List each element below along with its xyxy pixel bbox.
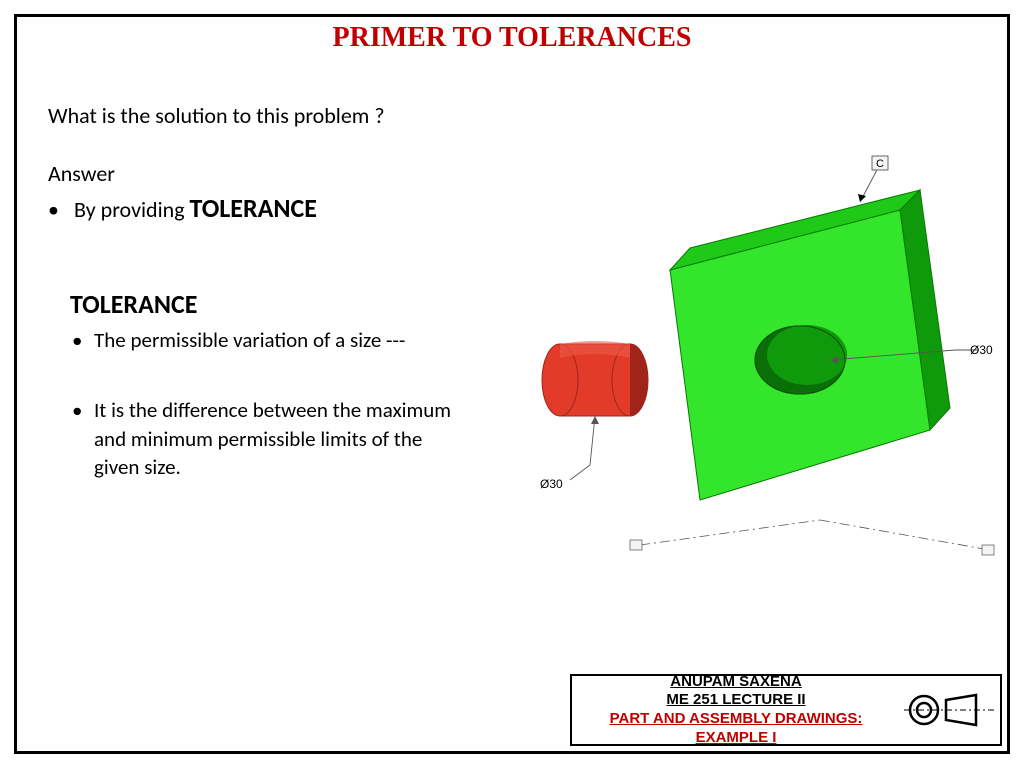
answer-bullet: •By providing TOLERANCE: [48, 192, 317, 224]
hole-diameter: Ø30: [970, 343, 993, 357]
green-block: [670, 190, 950, 500]
assembly-diagram: Ø30 Ø30 C: [500, 150, 1000, 570]
gdnt-icons: [900, 676, 1000, 744]
answer-prefix: By providing: [74, 196, 190, 223]
red-cylinder: [542, 341, 648, 416]
lecture-label: ME 251 LECTURE II: [572, 691, 900, 710]
answer-emphasis: TOLERANCE: [190, 192, 317, 224]
title-block: ANUPAM SAXENA ME 251 LECTURE II PART AND…: [570, 674, 1002, 746]
answer-label: Answer: [48, 160, 115, 187]
question-text: What is the solution to this problem ?: [48, 102, 385, 129]
author-name: ANUPAM SAXENA: [572, 673, 900, 692]
datum-c-label: C: [876, 158, 884, 170]
slide-title: PRIMER TO TOLERANCES: [0, 22, 1024, 54]
definition-1: The permissible variation of a size ---: [94, 326, 470, 354]
section-heading: TOLERANCE: [70, 288, 470, 320]
tolerance-section: TOLERANCE The permissible variation of a…: [70, 288, 470, 523]
drawing-title: PART AND ASSEMBLY DRAWINGS: EXAMPLE I: [572, 710, 900, 748]
cylinder-diameter: Ø30: [540, 477, 563, 491]
definition-2: It is the difference between the maximum…: [94, 396, 470, 481]
